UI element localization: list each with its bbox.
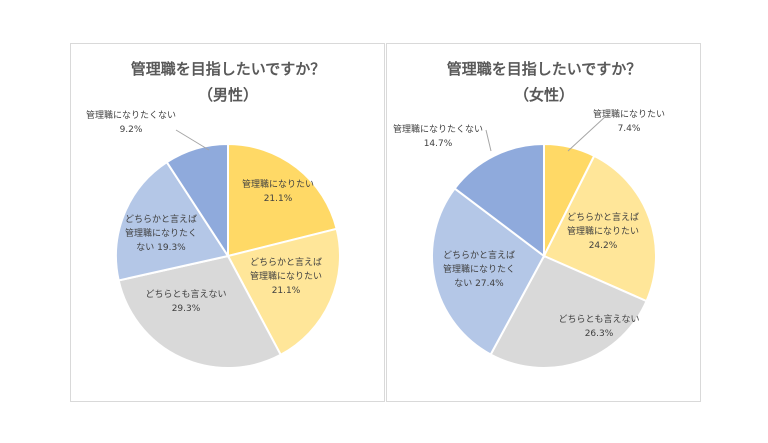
pie-chart-svg: 管理職を目指したいですか？（男性）管理職になりたい21.1%どちらかと言えば管理…	[86, 60, 341, 369]
pie-slice	[115, 160, 230, 282]
data-label: 管理職になりたく	[125, 227, 197, 239]
data-label: 26.3%	[585, 329, 614, 339]
data-label: 管理職になりたい	[242, 178, 314, 190]
data-label: どちらかと言えば	[250, 256, 322, 268]
data-label: 管理職になりたくない	[393, 123, 483, 135]
leader-line	[485, 129, 492, 152]
leader-line	[175, 129, 210, 151]
data-label: 管理職になりたくない	[86, 109, 176, 121]
pie-slice	[453, 142, 545, 259]
data-label: 21.1%	[272, 286, 301, 296]
female-pie-chart-panel: 管理職を目指したいですか？ （女性） 管理職になりたい 7.4% どちらかと言えば 管理職…	[386, 43, 701, 402]
data-label: 29.3%	[172, 304, 201, 314]
pie-slice	[117, 254, 283, 369]
chart-title: （女性）	[514, 86, 574, 104]
data-label: 7.4%	[618, 124, 641, 134]
pie-slice	[431, 187, 546, 356]
pie-slice	[542, 154, 657, 303]
leader-line	[567, 115, 607, 152]
chart-title: 管理職を目指したいですか？	[131, 60, 326, 78]
data-label: ない 19.3%	[136, 242, 186, 253]
data-label: どちらとも言えない	[558, 313, 639, 325]
pie-slice	[227, 142, 338, 258]
data-label: 9.2%	[120, 125, 143, 135]
data-label: 管理職になりたく	[443, 263, 515, 275]
data-label: 管理職になりたい	[593, 108, 665, 120]
data-label: ない 27.4%	[454, 278, 504, 289]
data-label: どちらかと言えば	[443, 249, 515, 261]
chart-title: 管理職を目指したいですか？	[447, 60, 642, 78]
pie-slice	[165, 142, 229, 260]
data-label: 24.2%	[589, 241, 618, 251]
data-label: 管理職になりたい	[567, 225, 639, 237]
data-label: どちらかと言えば	[125, 213, 197, 225]
data-label: 21.1%	[264, 194, 293, 204]
data-label: どちらとも言えない	[145, 288, 226, 300]
pie-chart-svg: 管理職を目指したいですか？（女性）管理職になりたい7.4%どちらかと言えば管理職…	[393, 60, 665, 369]
data-label: どちらかと言えば	[567, 211, 639, 223]
data-label: 管理職になりたい	[250, 270, 322, 282]
pie-slice	[226, 227, 341, 357]
chart-title: （男性）	[198, 86, 258, 104]
data-label: 14.7%	[424, 139, 453, 149]
male-pie-chart-panel: 管理職を目指したいですか？ （男性） 管理職になりたい 21.1% どちらかと言えば 管理…	[70, 43, 385, 402]
